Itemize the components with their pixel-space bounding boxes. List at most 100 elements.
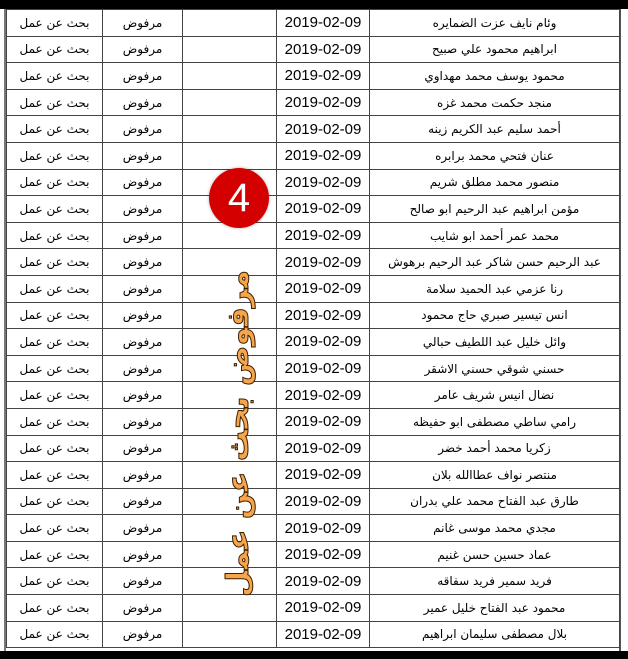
date-cell: 2019-02-09 — [276, 381, 370, 409]
reason-cell: بحث عن عمل — [6, 274, 103, 303]
reason-cell: بحث عن عمل — [6, 88, 103, 117]
status-cell: مرفوض — [102, 620, 183, 649]
table-row: رنا عزمي عبد الحميد سلامة 2019-02-09 مرفوض… — [6, 274, 620, 303]
reason-cell: بحث عن عمل — [6, 354, 103, 383]
reason-cell: بحث عن عمل — [6, 141, 103, 170]
reason-cell: بحث عن عمل — [6, 168, 103, 197]
status-cell: مرفوض — [102, 248, 183, 276]
name-cell: مجدي محمد موسى غانم — [369, 514, 620, 542]
table-row: عنان فتحي محمد برابره 2019-02-09 مرفوض بحث … — [6, 141, 620, 170]
reason-cell: بحث عن عمل — [6, 487, 103, 516]
name-cell: رنا عزمي عبد الحميد سلامة — [369, 274, 620, 303]
date-cell: 2019-02-09 — [276, 115, 370, 143]
stamp-overlay-text: مرفوض بحث عن عمل — [221, 270, 257, 598]
status-cell: مرفوض — [102, 274, 183, 303]
date-cell: 2019-02-09 — [276, 514, 370, 542]
name-cell: محمد عمر أحمد ابو شايب — [369, 221, 620, 250]
empty-cell — [182, 248, 277, 276]
empty-cell — [182, 274, 277, 303]
empty-cell — [182, 62, 277, 90]
date-cell: 2019-02-09 — [276, 434, 370, 463]
empty-cell — [182, 514, 277, 542]
right-border — [619, 9, 621, 651]
table-row: عماد حسين حسن غنيم 2019-02-09 مرفوض بحث عن … — [6, 540, 620, 569]
empty-cell — [182, 88, 277, 117]
date-cell: 2019-02-09 — [276, 62, 370, 90]
table-row: رامي ساطي مصطفى ابو حفيظه 2019-02-09 مرفوض… — [6, 407, 620, 436]
table-row: حسني شوقي حسني الاشقر 2019-02-09 مرفوض بحث … — [6, 354, 620, 383]
reason-cell: بحث عن عمل — [6, 594, 103, 622]
date-cell: 2019-02-09 — [276, 567, 370, 596]
status-cell: مرفوض — [102, 221, 183, 250]
results-table: وئام نايف عزت الضمايره 2019-02-09 مرفوض بحث… — [6, 9, 620, 649]
status-cell: مرفوض — [102, 514, 183, 542]
table-row: مجدي محمد موسى غانم 2019-02-09 مرفوض بحث عن… — [6, 514, 620, 542]
top-border — [0, 0, 628, 9]
status-cell: مرفوض — [102, 381, 183, 409]
number-badge: 4 — [209, 168, 269, 228]
reason-cell: بحث عن عمل — [6, 35, 103, 64]
date-cell: 2019-02-09 — [276, 141, 370, 170]
reason-cell: بحث عن عمل — [6, 328, 103, 356]
empty-cell — [182, 35, 277, 64]
empty-cell — [182, 115, 277, 143]
empty-cell — [182, 9, 277, 37]
reason-cell: بحث عن عمل — [6, 540, 103, 569]
reason-cell: بحث عن عمل — [6, 461, 103, 489]
table-row: منتصر نواف عطاالله بلان 2019-02-09 مرفوض بح… — [6, 461, 620, 489]
reason-cell: بحث عن عمل — [6, 567, 103, 596]
name-cell: فريد سمير فريد سفاقه — [369, 567, 620, 596]
status-cell: مرفوض — [102, 62, 183, 90]
table-row: منصور محمد مطلق شريم 2019-02-09 مرفوض بحث ع… — [6, 168, 620, 197]
name-cell: أحمد سليم عبد الكريم زينه — [369, 115, 620, 143]
reason-cell: بحث عن عمل — [6, 248, 103, 276]
status-cell: مرفوض — [102, 328, 183, 356]
status-cell: مرفوض — [102, 567, 183, 596]
status-cell: مرفوض — [102, 354, 183, 383]
reason-cell: بحث عن عمل — [6, 407, 103, 436]
name-cell: حسني شوقي حسني الاشقر — [369, 354, 620, 383]
reason-cell: بحث عن عمل — [6, 620, 103, 649]
reason-cell: بحث عن عمل — [6, 301, 103, 330]
reason-cell: بحث عن عمل — [6, 434, 103, 463]
status-cell: مرفوض — [102, 487, 183, 516]
table-row: زكريا محمد أحمد خضر 2019-02-09 مرفوض بحث عن… — [6, 434, 620, 463]
status-cell: مرفوض — [102, 9, 183, 37]
status-cell: مرفوض — [102, 540, 183, 569]
table-row: وئام نايف عزت الضمايره 2019-02-09 مرفوض بحث… — [6, 9, 620, 37]
date-cell: 2019-02-09 — [276, 35, 370, 64]
table-row: بلال مصطفى سليمان ابراهيم 2019-02-09 مرفوض… — [6, 620, 620, 649]
table-row: ابراهيم محمود علي صبيح 2019-02-09 مرفوض بحث… — [6, 35, 620, 64]
empty-cell — [182, 594, 277, 622]
name-cell: منتصر نواف عطاالله بلان — [369, 461, 620, 489]
left-border — [4, 9, 6, 651]
name-cell: وئام نايف عزت الضمايره — [369, 9, 620, 37]
reason-cell: بحث عن عمل — [6, 381, 103, 409]
empty-cell — [182, 407, 277, 436]
empty-cell — [182, 620, 277, 649]
reason-cell: بحث عن عمل — [6, 221, 103, 250]
date-cell: 2019-02-09 — [276, 248, 370, 276]
name-cell: منصور محمد مطلق شريم — [369, 168, 620, 197]
name-cell: وائل خليل عبد اللطيف حبالي — [369, 328, 620, 356]
status-cell: مرفوض — [102, 407, 183, 436]
date-cell: 2019-02-09 — [276, 407, 370, 436]
table-row: منجد حكمت محمد غزه 2019-02-09 مرفوض بحث عن … — [6, 88, 620, 117]
name-cell: عنان فتحي محمد برابره — [369, 141, 620, 170]
reason-cell: بحث عن عمل — [6, 62, 103, 90]
date-cell: 2019-02-09 — [276, 487, 370, 516]
name-cell: بلال مصطفى سليمان ابراهيم — [369, 620, 620, 649]
name-cell: مؤمن ابراهيم عبد الرحيم ابو صالح — [369, 195, 620, 223]
date-cell: 2019-02-09 — [276, 274, 370, 303]
name-cell: نضال انيس شريف عامر — [369, 381, 620, 409]
status-cell: مرفوض — [102, 88, 183, 117]
table-row: أحمد سليم عبد الكريم زينه 2019-02-09 مرفوض… — [6, 115, 620, 143]
bottom-border — [0, 651, 628, 659]
name-cell: انس تيسير صبري حاج محمود — [369, 301, 620, 330]
empty-cell — [182, 381, 277, 409]
empty-cell — [182, 141, 277, 170]
name-cell: عماد حسين حسن غنيم — [369, 540, 620, 569]
status-cell: مرفوض — [102, 594, 183, 622]
status-cell: مرفوض — [102, 115, 183, 143]
name-cell: ابراهيم محمود علي صبيح — [369, 35, 620, 64]
